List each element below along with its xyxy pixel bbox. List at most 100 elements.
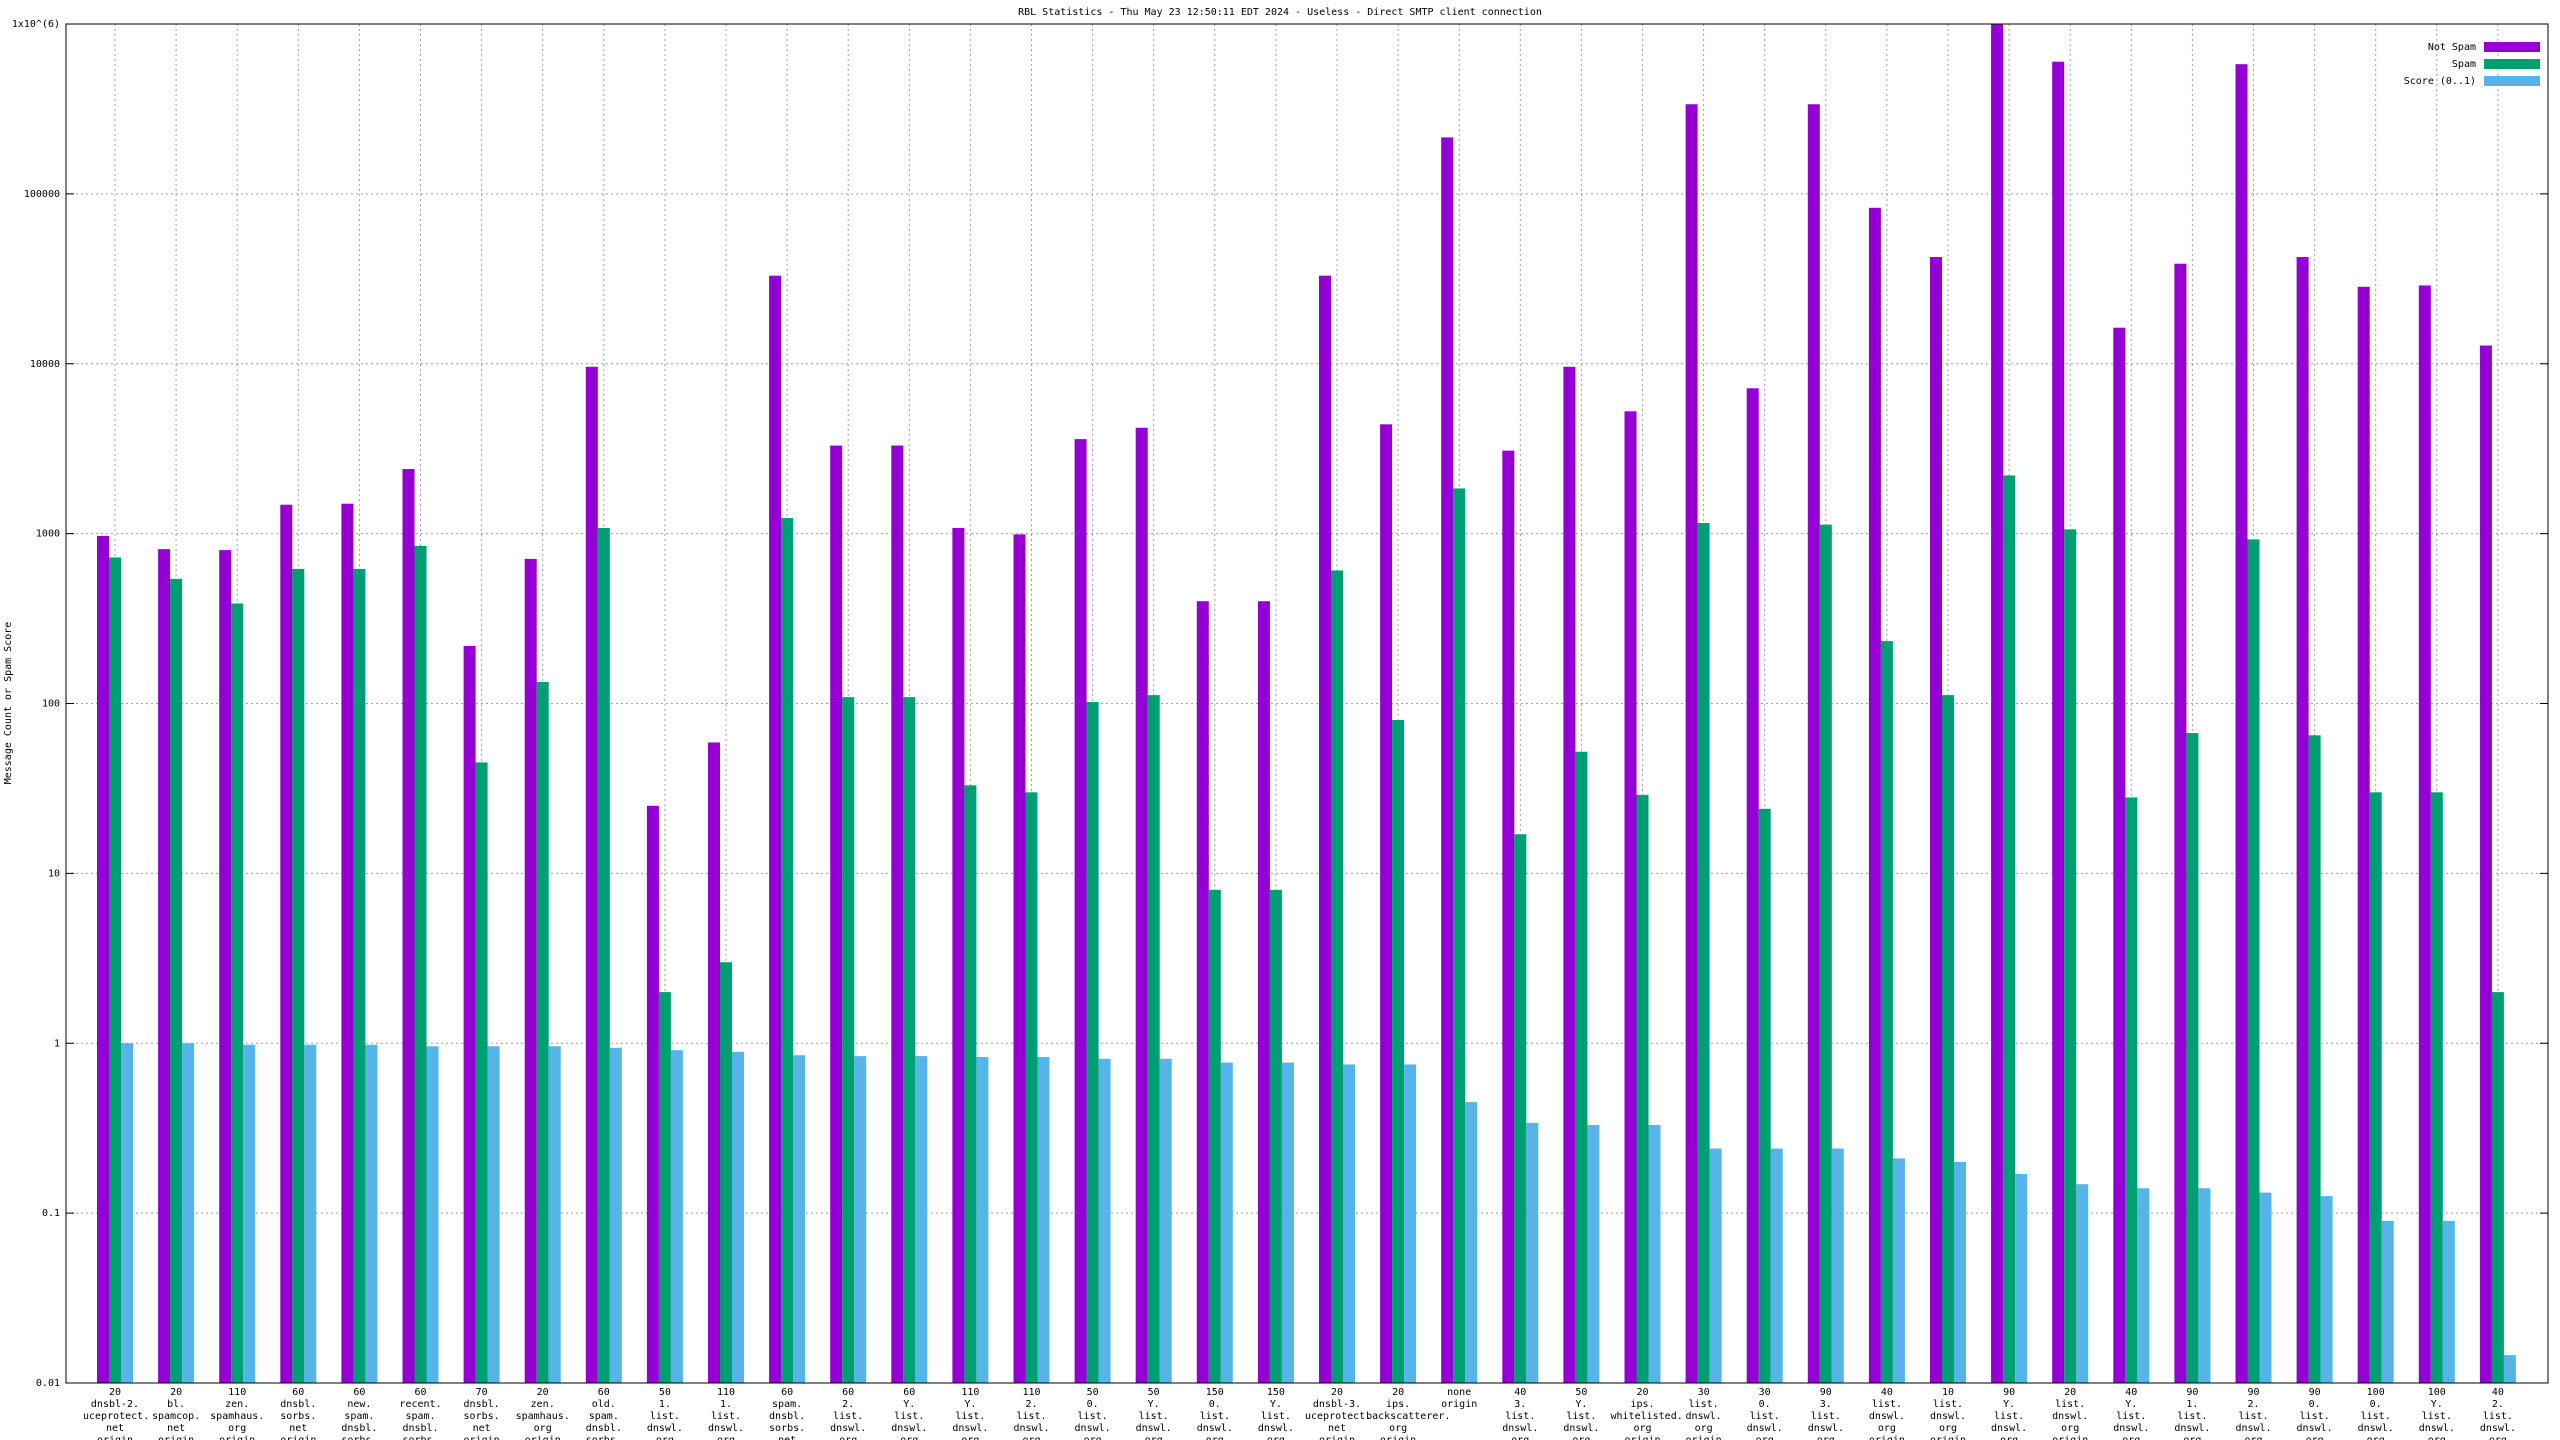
y-axis-label: Message Count or Spam Score (3, 622, 14, 785)
bar (1746, 388, 1759, 1383)
bar (109, 557, 121, 1383)
bar (1942, 695, 1954, 1383)
bar (609, 1047, 622, 1383)
bar (414, 545, 427, 1383)
bar (1685, 104, 1698, 1383)
bar (1208, 889, 1221, 1383)
bar (487, 1046, 500, 1383)
x-tick-label: 20 zen. spamhaus. org origin (515, 1387, 570, 1440)
bar (341, 503, 354, 1383)
bar (2320, 1196, 2333, 1383)
x-tick-label: 60 2. list. dnswl. org origin (830, 1387, 867, 1440)
bar (158, 549, 171, 1383)
bar (1147, 695, 1160, 1383)
legend-label: Spam (2452, 59, 2476, 70)
x-tick-label: 60 old. spam. dnsbl. sorbs. net origin (585, 1387, 622, 1440)
x-tick-label: 50 Y. list. dnswl. org origin (1563, 1387, 1600, 1440)
bar (903, 697, 916, 1383)
y-tick-label: 100000 (24, 189, 60, 200)
bar (1807, 104, 1820, 1383)
bar (1257, 601, 1270, 1383)
bar (842, 697, 855, 1383)
bar (964, 785, 977, 1383)
bar (1587, 1125, 1600, 1383)
bar (2003, 475, 2016, 1383)
bar (952, 527, 965, 1383)
bar (597, 527, 610, 1383)
y-tick-label: 10 (48, 868, 60, 879)
bar (1196, 601, 1209, 1383)
x-tick-label: 150 Y. list. dnswl. org origin (1257, 1387, 1294, 1440)
x-tick-label: 20 bl. spamcop. net origin (152, 1387, 201, 1440)
bar (1453, 488, 1466, 1384)
bar (732, 1051, 744, 1383)
bar (854, 1056, 867, 1383)
x-tick-label: 90 1. list. dnswl. org origin (2174, 1387, 2211, 1440)
y-tick-label: 1 (54, 1038, 60, 1049)
bar (1281, 1062, 1294, 1383)
bar (1380, 424, 1393, 1383)
bar (2064, 529, 2077, 1383)
bar (1991, 24, 2004, 1383)
bar (793, 1055, 806, 1383)
bar (1575, 751, 1588, 1383)
bar (646, 805, 659, 1383)
bar (1465, 1102, 1478, 1383)
bar (475, 762, 488, 1383)
x-tick-label: 30 0. list. dnswl. org origin (1746, 1387, 1783, 1440)
bar (891, 445, 904, 1383)
y-tick-label: 0.01 (36, 1378, 60, 1389)
bar (1269, 889, 1282, 1383)
bar (1868, 207, 1881, 1384)
legend-label: Score (0..1) (2404, 76, 2476, 87)
bar (2308, 735, 2321, 1383)
x-tick-label: 60 Y. list. dnswl. org origin (891, 1387, 928, 1440)
bar (1331, 570, 1343, 1383)
bar (1563, 366, 1576, 1383)
legend-swatch (2484, 42, 2540, 52)
bar (2442, 1220, 2455, 1383)
bar (304, 1044, 317, 1383)
bar (1770, 1148, 1783, 1383)
bar (121, 1043, 133, 1383)
legend-swatch (2484, 76, 2540, 86)
bar (2357, 286, 2370, 1383)
bar (1880, 641, 1893, 1383)
legend-swatch (2484, 59, 2540, 69)
bar (2430, 792, 2443, 1383)
x-tick-label: 60 new. spam. dnsbl. sorbs. net origin (341, 1387, 378, 1440)
bar (548, 1046, 561, 1383)
bar (2015, 1173, 2028, 1383)
bar (2198, 1188, 2211, 1383)
x-tick-label: 50 1. list. dnswl. org origin (646, 1387, 683, 1440)
bar (658, 992, 671, 1383)
y-tick-label: 0.1 (42, 1208, 60, 1219)
bar (1819, 524, 1832, 1383)
bar (2076, 1184, 2089, 1383)
bar (670, 1050, 683, 1383)
bar (536, 681, 549, 1383)
x-tick-label: 110 1. list. dnswl. org origin (707, 1387, 745, 1440)
x-tick-label: 60 dnsbl. sorbs. net origin (280, 1387, 317, 1440)
bar (1013, 534, 1026, 1383)
legend-label: Not Spam (2428, 42, 2476, 53)
bar (2418, 285, 2431, 1384)
bar (1135, 427, 1148, 1384)
bar (830, 445, 843, 1383)
bar (1441, 137, 1454, 1384)
bar (2296, 257, 2309, 1383)
bar (2174, 263, 2187, 1384)
y-tick-label: 100 (42, 699, 60, 710)
bar (231, 603, 244, 1383)
bar (219, 550, 232, 1383)
bar (1514, 834, 1527, 1383)
bar (2186, 733, 2199, 1383)
bar (463, 646, 476, 1383)
bar (1624, 411, 1637, 1383)
x-tick-label: 110 Y. list. dnswl. org origin (952, 1387, 989, 1440)
bar (2381, 1220, 2394, 1383)
plot-border (65, 23, 2549, 1384)
bar (1502, 450, 1515, 1383)
x-tick-label: 40 Y. list. dnswl. org origin (2113, 1387, 2150, 1440)
bar (1098, 1058, 1111, 1383)
